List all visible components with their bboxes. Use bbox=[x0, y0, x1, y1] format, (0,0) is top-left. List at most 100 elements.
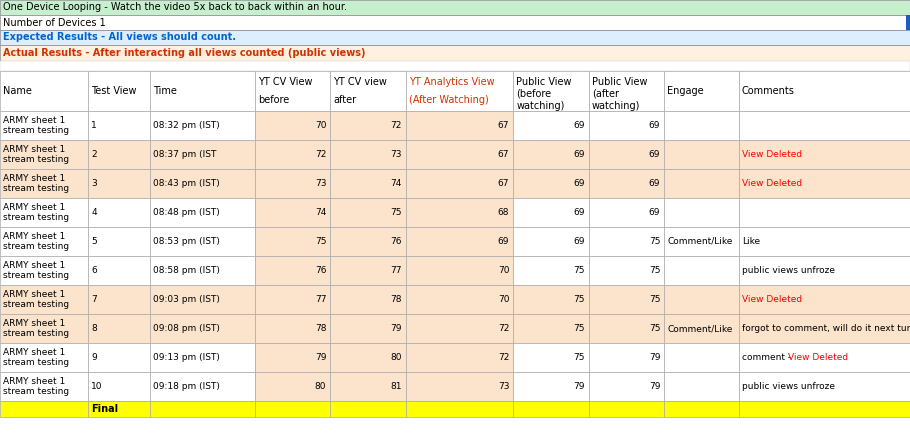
Bar bbox=[88, 198, 150, 227]
Bar bbox=[330, 169, 406, 198]
Bar bbox=[739, 401, 910, 417]
Bar bbox=[513, 198, 589, 227]
Text: 69: 69 bbox=[573, 208, 585, 217]
Text: 75: 75 bbox=[573, 353, 585, 362]
Bar bbox=[664, 111, 739, 140]
Bar bbox=[406, 401, 513, 417]
Text: Comment/Like: Comment/Like bbox=[667, 324, 733, 333]
Text: Engage: Engage bbox=[667, 86, 704, 96]
Text: YT CV View: YT CV View bbox=[258, 77, 312, 87]
Text: 69: 69 bbox=[573, 237, 585, 246]
Text: after: after bbox=[333, 95, 357, 105]
Bar bbox=[88, 169, 150, 198]
Bar bbox=[513, 71, 589, 111]
Text: 69: 69 bbox=[573, 150, 585, 159]
Bar bbox=[0, 227, 88, 256]
Bar bbox=[88, 372, 150, 401]
Bar bbox=[589, 71, 664, 111]
Text: 69: 69 bbox=[573, 121, 585, 130]
Bar bbox=[330, 372, 406, 401]
Bar bbox=[150, 71, 255, 111]
Bar bbox=[0, 401, 88, 417]
Bar bbox=[513, 140, 589, 169]
Bar bbox=[739, 285, 910, 314]
Text: 79: 79 bbox=[390, 324, 402, 333]
Bar bbox=[88, 140, 150, 169]
Bar bbox=[513, 227, 589, 256]
Bar bbox=[664, 372, 739, 401]
Text: 69: 69 bbox=[498, 237, 510, 246]
Bar bbox=[664, 256, 739, 285]
Text: ARMY sheet 1
stream testing: ARMY sheet 1 stream testing bbox=[3, 290, 69, 309]
Text: 9: 9 bbox=[91, 353, 97, 362]
Bar bbox=[513, 169, 589, 198]
Text: ARMY sheet 1
stream testing: ARMY sheet 1 stream testing bbox=[3, 261, 69, 280]
Text: 68: 68 bbox=[498, 208, 510, 217]
Text: 70: 70 bbox=[498, 266, 510, 275]
Bar bbox=[88, 256, 150, 285]
Bar bbox=[330, 285, 406, 314]
Bar bbox=[150, 285, 255, 314]
Bar bbox=[150, 198, 255, 227]
Bar bbox=[0, 61, 910, 71]
Bar bbox=[589, 111, 664, 140]
Text: 79: 79 bbox=[649, 353, 661, 362]
Text: YT Analytics View: YT Analytics View bbox=[409, 77, 494, 87]
Bar bbox=[330, 111, 406, 140]
Text: public views unfroze: public views unfroze bbox=[742, 266, 834, 275]
Text: 75: 75 bbox=[649, 266, 661, 275]
Text: (before
watching): (before watching) bbox=[516, 89, 564, 110]
Bar bbox=[589, 285, 664, 314]
Text: 08:58 pm (IST): 08:58 pm (IST) bbox=[153, 266, 220, 275]
Bar bbox=[88, 71, 150, 111]
Text: ARMY sheet 1
stream testing: ARMY sheet 1 stream testing bbox=[3, 145, 69, 164]
Bar bbox=[589, 372, 664, 401]
Text: 80: 80 bbox=[315, 382, 327, 391]
Text: 75: 75 bbox=[573, 295, 585, 304]
Text: 5: 5 bbox=[91, 237, 97, 246]
Text: 75: 75 bbox=[649, 324, 661, 333]
Bar bbox=[330, 314, 406, 343]
Text: Public View: Public View bbox=[592, 77, 647, 87]
Bar bbox=[589, 198, 664, 227]
Text: Like: Like bbox=[742, 237, 760, 246]
Bar bbox=[255, 256, 330, 285]
Bar bbox=[88, 111, 150, 140]
Bar bbox=[255, 198, 330, 227]
Bar bbox=[150, 314, 255, 343]
Text: public views unfroze: public views unfroze bbox=[742, 382, 834, 391]
Text: 72: 72 bbox=[390, 121, 402, 130]
Bar bbox=[664, 285, 739, 314]
Text: 08:37 pm (IST: 08:37 pm (IST bbox=[153, 150, 217, 159]
Bar bbox=[255, 314, 330, 343]
Bar bbox=[255, 111, 330, 140]
Bar bbox=[406, 140, 513, 169]
Bar bbox=[0, 343, 88, 372]
Bar bbox=[0, 372, 88, 401]
Text: Name: Name bbox=[3, 86, 32, 96]
Bar bbox=[739, 314, 910, 343]
Text: 70: 70 bbox=[315, 121, 327, 130]
Text: 81: 81 bbox=[390, 382, 402, 391]
Text: Final: Final bbox=[91, 404, 118, 414]
Bar bbox=[0, 15, 910, 30]
Text: 72: 72 bbox=[498, 353, 510, 362]
Bar bbox=[0, 0, 910, 15]
Text: View Deleted: View Deleted bbox=[788, 353, 848, 362]
Text: 69: 69 bbox=[649, 121, 661, 130]
Text: (after
watching): (after watching) bbox=[592, 89, 640, 110]
Text: ARMY sheet 1
stream testing: ARMY sheet 1 stream testing bbox=[3, 377, 69, 396]
Bar bbox=[255, 372, 330, 401]
Bar bbox=[664, 343, 739, 372]
Text: 09:18 pm (IST): 09:18 pm (IST) bbox=[153, 382, 220, 391]
Bar bbox=[150, 140, 255, 169]
Bar bbox=[739, 198, 910, 227]
Bar bbox=[88, 227, 150, 256]
Text: 2: 2 bbox=[91, 150, 96, 159]
Text: 72: 72 bbox=[315, 150, 327, 159]
Bar bbox=[589, 227, 664, 256]
Text: 09:08 pm (IST): 09:08 pm (IST) bbox=[153, 324, 220, 333]
Bar bbox=[589, 256, 664, 285]
Text: 09:03 pm (IST): 09:03 pm (IST) bbox=[153, 295, 220, 304]
Bar bbox=[739, 71, 910, 111]
